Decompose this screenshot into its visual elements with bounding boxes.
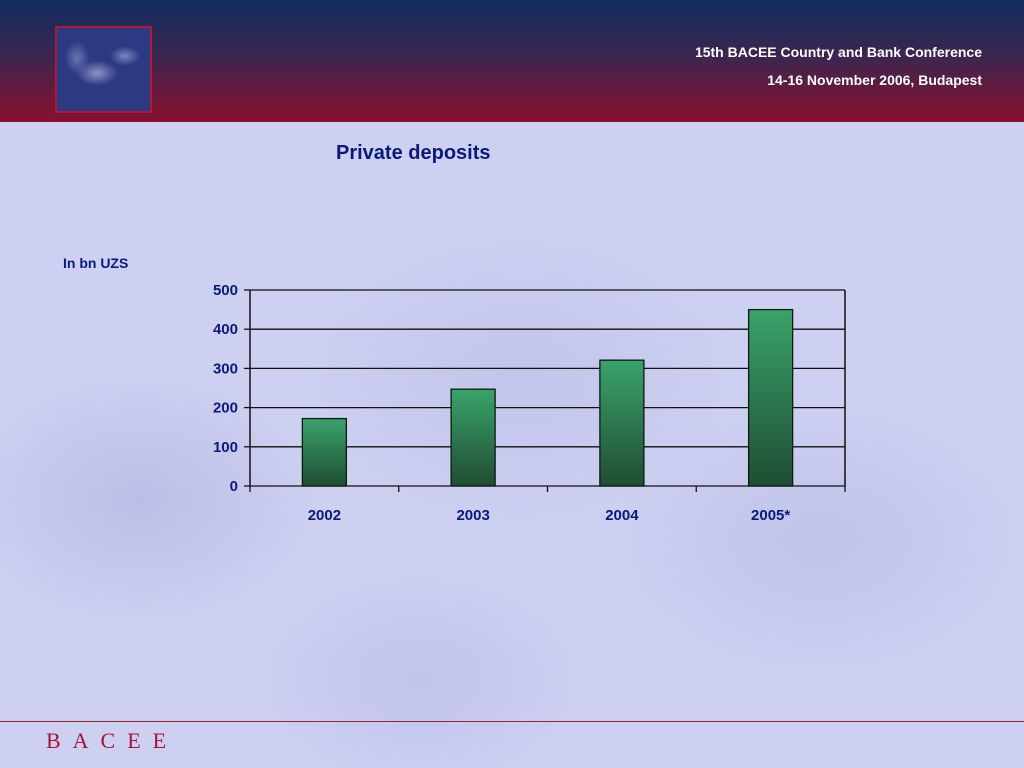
unit-label: In bn UZS [63,255,129,271]
europe-map-background [0,120,1024,768]
y-tick-label: 0 [230,478,238,495]
y-tick-label: 300 [213,360,238,377]
header-banner: 15th BACEE Country and Bank Conference 1… [0,0,1024,122]
bar-2002 [301,417,348,487]
y-tick-label: 100 [213,439,238,456]
y-tick-label: 200 [213,400,238,417]
y-tick-label: 400 [213,321,238,338]
bar-2004 [599,359,645,487]
bacee-logo-text: BACEE [46,728,179,753]
x-tick-label: 2003 [456,507,489,524]
y-tick-label: 500 [213,282,238,299]
conference-title: 15th BACEE Country and Bank Conference [694,44,982,60]
x-tick-label: 2002 [308,507,341,524]
europe-map-logo [55,26,152,113]
slide-title: Private deposits [336,142,491,164]
bar-2003 [450,388,496,487]
x-tick-label: 2005* [751,507,790,524]
bar-2005 [747,308,794,487]
bacee-footer-logo: BACEE [46,728,178,754]
conference-date: 14-16 November 2006, Budapest [767,72,982,88]
x-tick-label: 2004 [605,507,639,524]
footer-divider [0,721,1024,722]
